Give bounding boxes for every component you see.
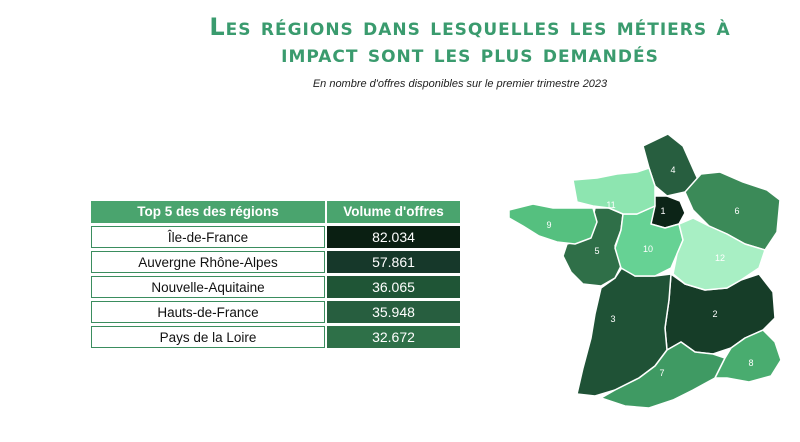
region-name-cell: Hauts-de-France — [91, 301, 325, 323]
page-subtitle: En nombre d'offres disponibles sur le pr… — [312, 78, 608, 90]
table-row: Auvergne Rhône-Alpes 57.861 — [91, 251, 460, 273]
region-name-cell: Pays de la Loire — [91, 326, 325, 348]
map-region-label: 8 — [748, 358, 753, 368]
table-row: Nouvelle-Aquitaine 36.065 — [91, 276, 460, 298]
page-title: Les régions dans lesquelles les métiers … — [209, 13, 731, 68]
table-row: Hauts-de-France 35.948 — [91, 301, 460, 323]
map-region-label: 11 — [606, 200, 615, 210]
region-name-cell: Nouvelle-Aquitaine — [91, 276, 325, 298]
map-region-9 — [508, 203, 598, 245]
map-region-label: 9 — [546, 220, 551, 230]
offer-volume-cell: 57.861 — [327, 251, 460, 273]
column-header-volume: Volume d'offres — [327, 201, 460, 223]
top-regions-table: Top 5 des des régions Volume d'offres Îl… — [91, 201, 460, 351]
map-region-11 — [572, 167, 656, 215]
column-header-region: Top 5 des des régions — [91, 201, 325, 223]
table-row: Île-de-France 82.034 — [91, 226, 460, 248]
table-row: Pays de la Loire 32.672 — [91, 326, 460, 348]
map-region-label: 2 — [712, 309, 717, 319]
map-region-label: 7 — [659, 368, 664, 378]
region-name-cell: Île-de-France — [91, 226, 325, 248]
map-region-label: 1 — [660, 206, 665, 216]
map-region-label: 5 — [594, 246, 599, 256]
map-region-label: 3 — [610, 314, 615, 324]
offer-volume-cell: 36.065 — [327, 276, 460, 298]
table-header-row: Top 5 des des régions Volume d'offres — [91, 201, 460, 223]
offer-volume-cell: 32.672 — [327, 326, 460, 348]
map-region-label: 6 — [734, 206, 739, 216]
map-region-label: 10 — [643, 244, 653, 254]
map-region-7 — [600, 341, 726, 409]
map-region-label: 4 — [670, 165, 675, 175]
map-region-label: 12 — [715, 253, 725, 263]
offer-volume-cell: 82.034 — [327, 226, 460, 248]
offer-volume-cell: 35.948 — [327, 301, 460, 323]
table-body: Île-de-France 82.034 Auvergne Rhône-Alpes 5… — [91, 226, 460, 348]
region-name-cell: Auvergne Rhône-Alpes — [91, 251, 325, 273]
map-region-12 — [672, 217, 766, 291]
map-region-8 — [714, 329, 782, 383]
